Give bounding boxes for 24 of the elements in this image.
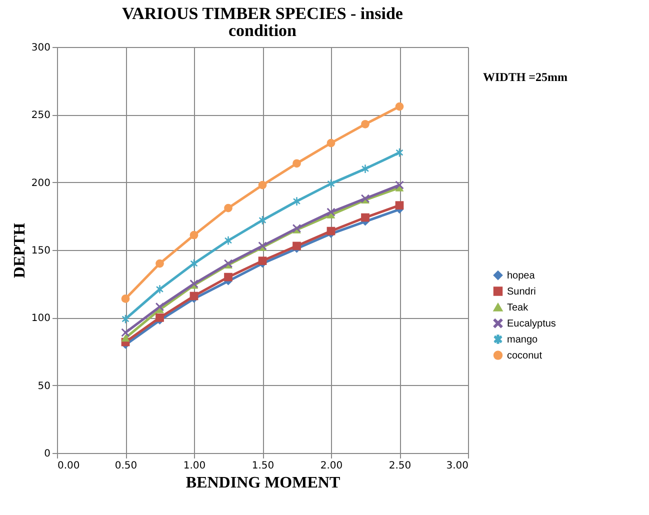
legend-label: Teak bbox=[507, 302, 530, 314]
y-tick-label: 250 bbox=[31, 110, 50, 122]
y-tick-label: 200 bbox=[31, 178, 50, 189]
y-tick-label: 100 bbox=[31, 313, 50, 324]
y-tick-label: 300 bbox=[31, 42, 50, 54]
x-tick-label: 0.50 bbox=[114, 460, 138, 472]
x-tick-label: 3.00 bbox=[446, 460, 468, 472]
x-tick-label: 0.00 bbox=[58, 460, 80, 472]
legend-label: mango bbox=[507, 334, 538, 346]
legend-label: Eucalyptus bbox=[507, 318, 556, 330]
legend-label: Sundri bbox=[507, 286, 536, 298]
x-tick-label: 2.50 bbox=[388, 460, 412, 472]
y-tick-label: 0 bbox=[44, 448, 50, 460]
x-tick-label: 1.00 bbox=[183, 460, 206, 472]
text: WIDTH =25mm bbox=[483, 70, 568, 84]
y-tick-label: 150 bbox=[31, 246, 50, 256]
y-tick-label: 50 bbox=[38, 380, 50, 392]
legend-label: coconut bbox=[507, 350, 542, 362]
x-axis-title: BENDING MOMENT bbox=[186, 474, 340, 492]
x-tick-label: 2.00 bbox=[320, 460, 343, 472]
chart-title: VARIOUS TIMBER SPECIES - inside condition bbox=[122, 4, 404, 40]
y-axis-title: DEPTH bbox=[11, 222, 28, 278]
x-tick-label: 1.50 bbox=[252, 460, 274, 472]
legend-label: hopea bbox=[507, 270, 536, 282]
